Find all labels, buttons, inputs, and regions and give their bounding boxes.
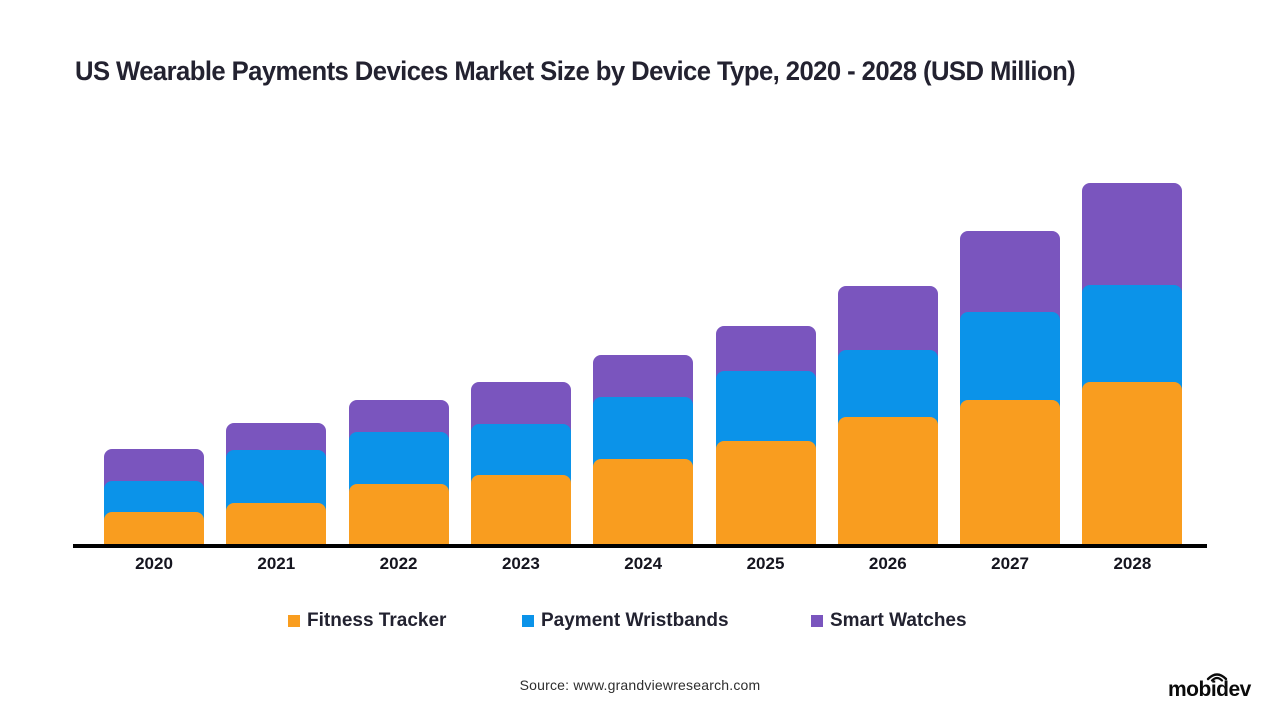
bar-segment-fitness-tracker bbox=[837, 417, 938, 544]
x-axis-line bbox=[73, 544, 1207, 548]
bar-segment-fitness-tracker bbox=[593, 459, 694, 544]
bar-segment-smart-watches bbox=[470, 382, 571, 432]
bar-segment-fitness-tracker bbox=[960, 400, 1061, 544]
legend-item-smart-watches: Smart Watches bbox=[811, 608, 967, 634]
legend-swatch-icon bbox=[522, 615, 534, 627]
legend-swatch-icon bbox=[288, 615, 300, 627]
wifi-signal-icon bbox=[1206, 673, 1228, 682]
bar-segment-smart-watches bbox=[715, 326, 816, 379]
stacked-bar-2027 bbox=[960, 231, 1061, 544]
bar-segment-fitness-tracker bbox=[348, 484, 449, 544]
bar-segment-payment-wristbands bbox=[715, 371, 816, 449]
legend-item-fitness-tracker: Fitness Tracker bbox=[288, 608, 446, 634]
legend-swatch-icon bbox=[811, 615, 823, 627]
x-axis-label-2026: 2026 bbox=[868, 554, 907, 573]
legend-label: Fitness Tracker bbox=[307, 610, 447, 631]
stacked-bar-2028 bbox=[1082, 183, 1183, 544]
mobidev-logo-text: mobidev bbox=[1168, 678, 1251, 701]
x-axis-label-2022: 2022 bbox=[379, 554, 418, 573]
legend-label: Smart Watches bbox=[830, 610, 967, 631]
bar-segment-fitness-tracker bbox=[1082, 382, 1183, 544]
x-axis-label-2025: 2025 bbox=[746, 554, 785, 573]
bar-segment-fitness-tracker bbox=[715, 441, 816, 544]
bar-segment-payment-wristbands bbox=[960, 312, 1061, 408]
bar-segment-smart-watches bbox=[960, 231, 1061, 320]
bar-segment-fitness-tracker bbox=[470, 475, 571, 544]
stacked-bar-2020 bbox=[104, 449, 204, 544]
x-axis-label-2027: 2027 bbox=[991, 554, 1029, 573]
source-attribution: Source: www.grandviewresearch.com bbox=[519, 677, 761, 693]
mobidev-logo: mobidev bbox=[1168, 673, 1254, 702]
x-axis-label-2020: 2020 bbox=[135, 554, 173, 573]
stacked-bar-2023 bbox=[470, 382, 571, 544]
bar-segment-payment-wristbands bbox=[470, 424, 571, 483]
stacked-bar-2022 bbox=[348, 400, 449, 544]
stacked-bar-2024 bbox=[593, 355, 694, 544]
legend-label: Payment Wristbands bbox=[541, 610, 729, 631]
legend: Fitness Tracker Payment Wristbands Smart W… bbox=[0, 608, 1280, 634]
bar-segment-smart-watches bbox=[1082, 183, 1183, 293]
bar-segment-payment-wristbands bbox=[348, 432, 449, 492]
bar-segment-payment-wristbands bbox=[226, 450, 327, 511]
x-axis-label-2024: 2024 bbox=[624, 554, 663, 573]
stacked-bar-2025 bbox=[715, 326, 816, 544]
bar-segment-payment-wristbands bbox=[593, 397, 694, 467]
x-axis-labels: 2020 2021 2022 2023 2024 2025 2026 2027 2028 bbox=[73, 554, 1207, 578]
stacked-bar-2026 bbox=[837, 286, 938, 544]
x-axis-label-2021: 2021 bbox=[257, 554, 296, 573]
bar-segment-smart-watches bbox=[837, 286, 938, 358]
bar-segment-fitness-tracker bbox=[104, 512, 204, 544]
x-axis-label-2023: 2023 bbox=[501, 554, 540, 573]
bar-segment-smart-watches bbox=[593, 355, 694, 405]
bar-segment-fitness-tracker bbox=[226, 503, 327, 544]
chart-title: US Wearable Payments Devices Market Size… bbox=[75, 56, 1076, 86]
bar-segment-payment-wristbands bbox=[1082, 285, 1183, 390]
bar-segment-payment-wristbands bbox=[837, 350, 938, 425]
stacked-bar-2021 bbox=[226, 423, 327, 544]
legend-item-payment-wristbands: Payment Wristbands bbox=[522, 608, 729, 634]
plot-area bbox=[73, 0, 1207, 544]
x-axis-label-2028: 2028 bbox=[1113, 554, 1152, 573]
